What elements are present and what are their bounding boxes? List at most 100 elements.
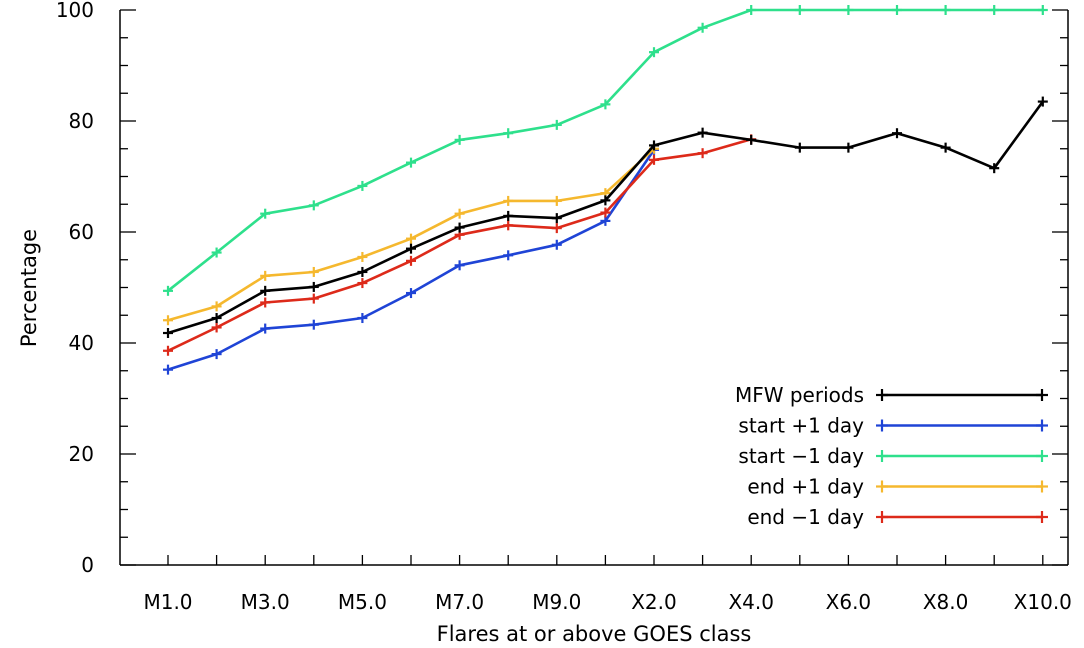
x-tick-label: X2.0: [631, 590, 677, 614]
data-point: [551, 195, 562, 206]
legend-entry: MFW periods: [735, 383, 1048, 407]
data-point: [940, 142, 951, 153]
data-point: [503, 220, 514, 231]
data-point: [163, 328, 173, 339]
x-tick-label: M5.0: [338, 590, 387, 614]
data-point: [940, 5, 951, 15]
data-point: [503, 210, 514, 221]
data-point: [697, 22, 708, 33]
data-point: [892, 128, 902, 139]
data-point: [454, 208, 465, 219]
data-point: [551, 119, 562, 130]
data-point: [406, 233, 416, 244]
data-point: [551, 239, 562, 250]
data-point: [503, 195, 514, 206]
series-0: [163, 96, 1048, 339]
data-point: [843, 142, 854, 153]
data-point: [308, 266, 319, 277]
data-point: [211, 247, 222, 258]
y-tick-label: 60: [69, 220, 94, 244]
series-line: [167, 8, 1043, 292]
data-point: [1037, 96, 1048, 107]
data-point: [697, 148, 708, 159]
data-point: [649, 47, 659, 58]
data-point: [260, 208, 271, 219]
data-point: [454, 260, 465, 271]
x-tick-label: X10.0: [1014, 590, 1072, 614]
data-point: [746, 5, 757, 15]
data-point: [357, 251, 368, 262]
x-tick-label: X6.0: [826, 590, 872, 614]
data-point: [357, 180, 368, 191]
data-point: [697, 127, 708, 138]
data-point: [163, 285, 173, 296]
data-point: [794, 142, 805, 153]
legend-label: MFW periods: [735, 383, 864, 407]
data-point: [308, 281, 319, 292]
data-point: [308, 200, 319, 211]
data-point: [454, 222, 465, 233]
data-point: [843, 5, 854, 15]
data-point: [163, 364, 173, 375]
legend: MFW periods start +1 day start −1 day end +…: [735, 383, 1048, 529]
x-tick-label: X4.0: [728, 590, 774, 614]
data-point: [211, 322, 222, 333]
y-tick-label: 100: [56, 0, 94, 22]
data-point: [600, 207, 611, 218]
legend-entry: start +1 day: [738, 414, 1048, 438]
tick-labels: 0 20 40 60 80 100 M1.0 M3.0 M5.0 M7.0 M9.0 X2.0 X4.0…: [56, 0, 1072, 614]
data-point: [163, 345, 173, 356]
data-point: [211, 349, 222, 360]
data-point: [357, 278, 368, 289]
data-point: [260, 285, 271, 296]
legend-entry: end +1 day: [747, 475, 1048, 499]
data-point: [503, 128, 514, 139]
y-tick-label: 20: [69, 442, 94, 466]
data-point: [357, 266, 368, 277]
legend-label: start +1 day: [738, 414, 864, 438]
y-tick-label: 40: [69, 331, 94, 355]
data-point: [308, 293, 319, 304]
data-point: [794, 5, 805, 15]
data-point: [406, 288, 416, 299]
data-point: [1037, 5, 1048, 15]
data-point: [211, 313, 222, 324]
data-point: [260, 297, 271, 308]
data-point: [260, 270, 271, 281]
series-2: [163, 5, 1048, 296]
axes: [119, 10, 1069, 566]
legend-label: start −1 day: [738, 444, 864, 468]
series-3: [163, 143, 659, 326]
x-tick-label: M1.0: [143, 590, 192, 614]
data-point: [454, 134, 465, 145]
data-point: [649, 140, 659, 151]
data-point: [600, 195, 611, 206]
x-tick-label: M9.0: [532, 590, 581, 614]
x-tick-label: M3.0: [241, 590, 290, 614]
y-axis-title: Percentage: [17, 229, 41, 347]
series-line: [167, 138, 752, 352]
legend-entry: start −1 day: [738, 444, 1048, 468]
data-point: [211, 301, 222, 312]
data-point: [163, 315, 173, 326]
data-point: [503, 250, 514, 261]
data-point: [406, 255, 416, 266]
data-point: [406, 243, 416, 254]
legend-entry: end −1 day: [747, 505, 1048, 529]
legend-label: end +1 day: [747, 475, 864, 499]
y-tick-label: 0: [81, 553, 94, 577]
data-point: [746, 134, 757, 145]
data-point: [551, 213, 562, 224]
series-4: [163, 134, 757, 356]
data-point: [600, 99, 611, 110]
data-point: [357, 313, 368, 324]
series-layer: [163, 5, 1048, 375]
data-point: [989, 5, 1000, 15]
data-point: [892, 5, 902, 15]
y-tick-label: 80: [69, 109, 94, 133]
data-point: [406, 157, 416, 168]
data-point: [649, 154, 659, 165]
x-axis-title: Flares at or above GOES class: [437, 622, 752, 646]
legend-label: end −1 day: [747, 505, 864, 529]
